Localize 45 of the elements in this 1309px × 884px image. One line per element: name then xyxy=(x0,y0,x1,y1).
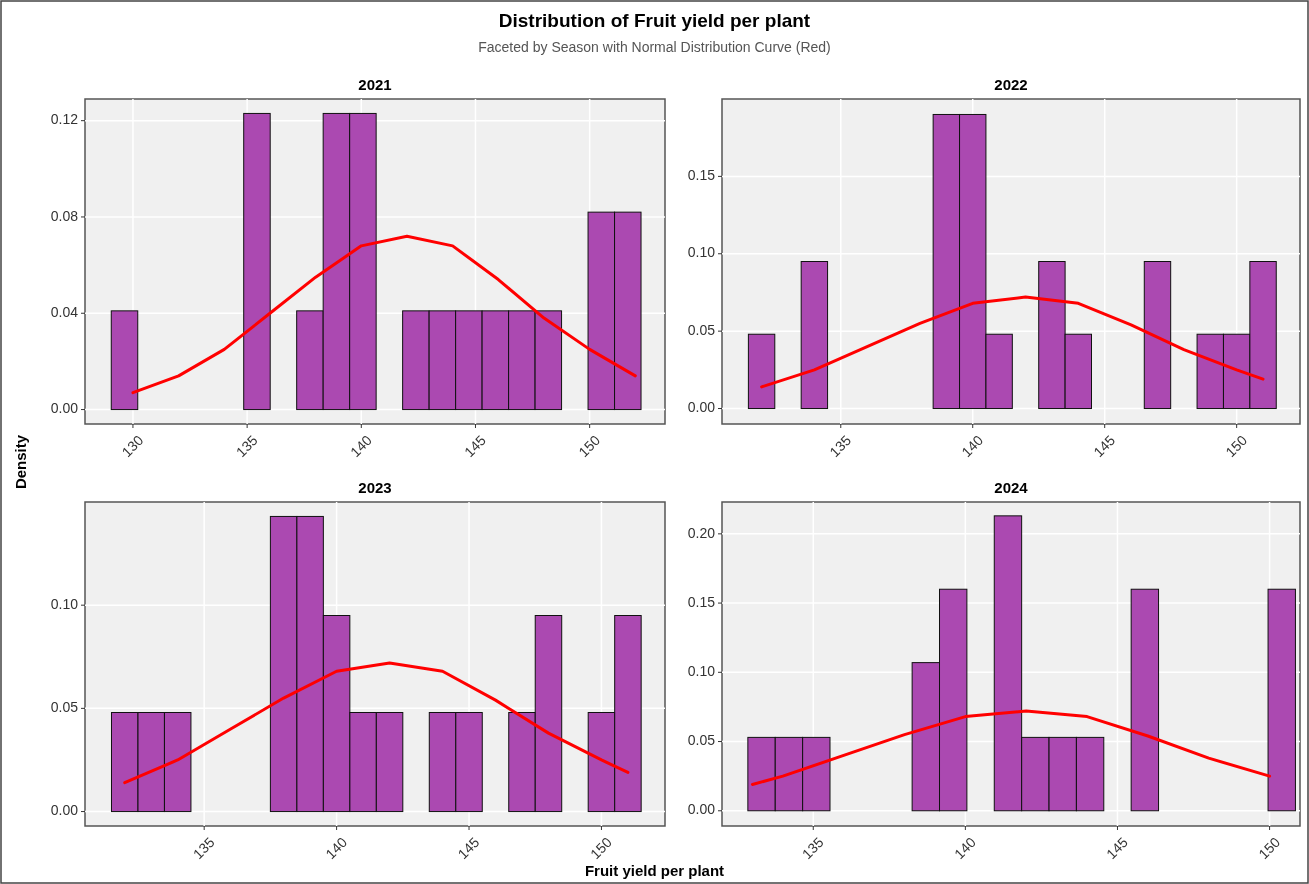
y-axis-title: Density xyxy=(12,434,29,490)
y-tick-label: 0.12 xyxy=(50,111,79,128)
chart-title: 2021 xyxy=(358,76,392,93)
y-tick-label: 0.08 xyxy=(50,207,79,224)
chart-title: 2023 xyxy=(358,479,392,496)
x-tick-label: 135 xyxy=(826,432,855,460)
x-tick-label: 145 xyxy=(461,432,490,460)
x-tick-label: 140 xyxy=(958,432,987,460)
y-tick-label: 0.15 xyxy=(687,167,716,184)
x-tick-label: 135 xyxy=(798,834,827,862)
x-tick-label: 140 xyxy=(322,834,351,862)
y-tick-label: 0.20 xyxy=(687,524,716,541)
y-tick-label: 0.04 xyxy=(50,303,79,320)
chart-title: 2024 xyxy=(994,479,1029,496)
line-series xyxy=(760,295,1265,389)
x-tick-label: 145 xyxy=(1090,432,1119,460)
y-tick-label: 0.05 xyxy=(50,699,79,716)
x-tick-label: 135 xyxy=(232,432,261,460)
x-tick-label: 145 xyxy=(454,834,483,862)
chart-title: 2022 xyxy=(994,76,1028,93)
x-tick-label: 135 xyxy=(189,834,218,862)
x-tick-label: 150 xyxy=(1222,432,1251,460)
y-tick-label: 0.00 xyxy=(687,399,716,416)
x-tick-label: 145 xyxy=(1103,834,1132,862)
y-tick-label: 0.05 xyxy=(687,732,716,749)
y-tick-label: 0.00 xyxy=(687,801,716,818)
x-tick-label: 150 xyxy=(575,432,604,460)
x-tick-label: 150 xyxy=(587,834,616,862)
line-series xyxy=(750,709,1272,786)
y-tick-label: 0.10 xyxy=(687,663,716,680)
line-series xyxy=(131,234,637,395)
x-tick-label: 150 xyxy=(1255,834,1284,862)
y-tick-label: 0.00 xyxy=(50,802,79,819)
x-tick-label: 140 xyxy=(346,432,375,460)
text: Faceted by Season with Normal Distribution Curve (Red) xyxy=(478,39,831,55)
line-series xyxy=(123,661,630,785)
text: Distribution of Fruit yield per plant xyxy=(498,10,811,31)
x-axis-title: Fruit yield per plant xyxy=(584,862,725,879)
y-tick-label: 0.10 xyxy=(687,244,716,261)
y-tick-label: 0.05 xyxy=(687,321,716,338)
y-tick-label: 0.10 xyxy=(50,595,79,612)
x-tick-label: 130 xyxy=(118,432,147,460)
y-tick-label: 0.00 xyxy=(50,400,79,417)
y-tick-label: 0.15 xyxy=(687,593,716,610)
x-tick-label: 140 xyxy=(951,834,979,862)
